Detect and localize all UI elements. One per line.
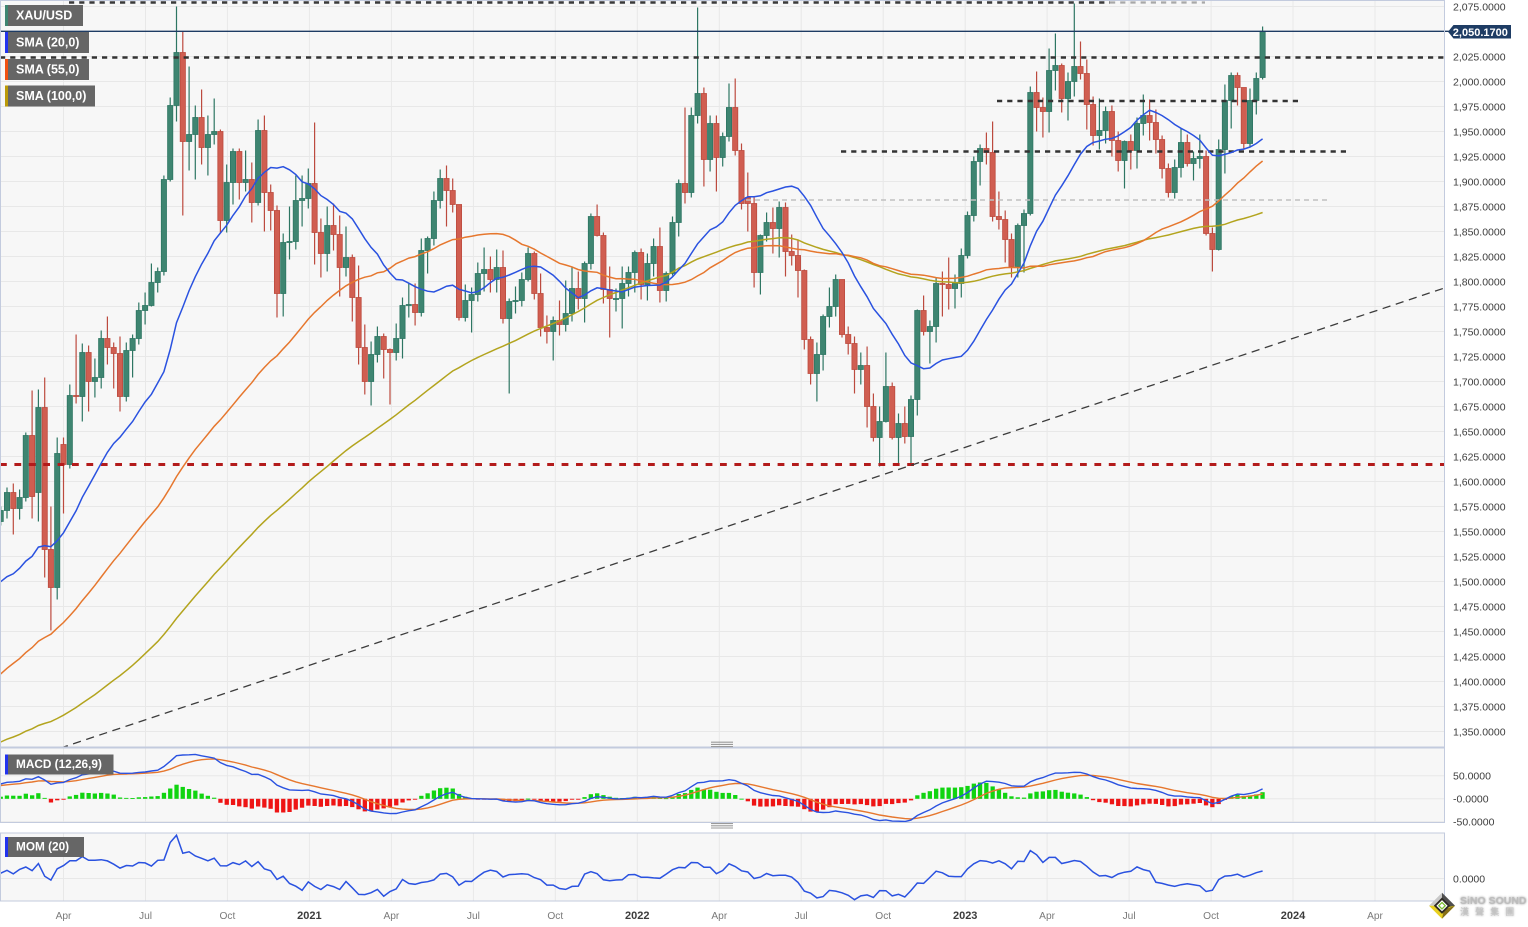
svg-text:SMA (20,0): SMA (20,0) — [16, 36, 79, 50]
svg-text:1,575.0000: 1,575.0000 — [1453, 501, 1506, 513]
svg-text:1,700.0000: 1,700.0000 — [1453, 376, 1506, 388]
svg-text:1,600.0000: 1,600.0000 — [1453, 476, 1506, 488]
svg-text:1,800.0000: 1,800.0000 — [1453, 276, 1506, 288]
svg-text:-50.0000: -50.0000 — [1453, 817, 1495, 829]
svg-text:1,625.0000: 1,625.0000 — [1453, 451, 1506, 463]
svg-text:1,650.0000: 1,650.0000 — [1453, 426, 1506, 438]
svg-text:1,525.0000: 1,525.0000 — [1453, 551, 1506, 563]
svg-text:2,050.1700: 2,050.1700 — [1453, 27, 1508, 39]
svg-text:1,500.0000: 1,500.0000 — [1453, 576, 1506, 588]
svg-text:1,925.0000: 1,925.0000 — [1453, 151, 1506, 163]
svg-text:2022: 2022 — [625, 910, 649, 922]
svg-text:1,900.0000: 1,900.0000 — [1453, 176, 1506, 188]
svg-text:-0.0000: -0.0000 — [1453, 794, 1489, 806]
svg-text:2,075.0000: 2,075.0000 — [1453, 1, 1506, 13]
svg-text:MOM (20): MOM (20) — [16, 840, 69, 854]
svg-text:2,000.0000: 2,000.0000 — [1453, 76, 1506, 88]
svg-text:SMA (100,0): SMA (100,0) — [16, 89, 86, 103]
svg-text:SiNO SOUND: SiNO SOUND — [1460, 895, 1527, 907]
svg-text:2024: 2024 — [1281, 910, 1306, 922]
svg-text:1,350.0000: 1,350.0000 — [1453, 726, 1506, 738]
svg-text:1,750.0000: 1,750.0000 — [1453, 326, 1506, 338]
svg-text:1,400.0000: 1,400.0000 — [1453, 676, 1506, 688]
svg-text:1,425.0000: 1,425.0000 — [1453, 651, 1506, 663]
svg-text:2021: 2021 — [297, 910, 321, 922]
svg-text:1,825.0000: 1,825.0000 — [1453, 251, 1506, 263]
svg-text:1,475.0000: 1,475.0000 — [1453, 601, 1506, 613]
svg-text:Apr: Apr — [1039, 911, 1055, 922]
svg-text:1,950.0000: 1,950.0000 — [1453, 126, 1506, 138]
svg-text:Apr: Apr — [56, 911, 72, 922]
svg-text:50.0000: 50.0000 — [1453, 771, 1491, 783]
svg-text:Apr: Apr — [1367, 911, 1383, 922]
svg-text:MACD (12,26,9): MACD (12,26,9) — [16, 757, 102, 771]
svg-text:Oct: Oct — [875, 911, 891, 922]
svg-text:1,775.0000: 1,775.0000 — [1453, 301, 1506, 313]
svg-text:0.0000: 0.0000 — [1453, 873, 1485, 885]
svg-text:Apr: Apr — [711, 911, 727, 922]
svg-text:1,675.0000: 1,675.0000 — [1453, 401, 1506, 413]
svg-text:1,875.0000: 1,875.0000 — [1453, 201, 1506, 213]
svg-text:1,725.0000: 1,725.0000 — [1453, 351, 1506, 363]
svg-text:2023: 2023 — [953, 910, 977, 922]
svg-text:1,375.0000: 1,375.0000 — [1453, 701, 1506, 713]
svg-text:漢聲集團: 漢聲集團 — [1460, 906, 1520, 917]
svg-text:Jul: Jul — [795, 911, 808, 922]
svg-text:1,975.0000: 1,975.0000 — [1453, 101, 1506, 113]
svg-text:Jul: Jul — [1123, 911, 1136, 922]
svg-text:Oct: Oct — [1203, 911, 1219, 922]
svg-text:1,450.0000: 1,450.0000 — [1453, 626, 1506, 638]
svg-text:Jul: Jul — [467, 911, 480, 922]
svg-text:SMA (55,0): SMA (55,0) — [16, 63, 79, 77]
svg-text:2,025.0000: 2,025.0000 — [1453, 51, 1506, 63]
svg-text:Apr: Apr — [383, 911, 399, 922]
svg-text:Jul: Jul — [139, 911, 152, 922]
svg-text:XAU/USD: XAU/USD — [16, 9, 72, 23]
svg-text:1,850.0000: 1,850.0000 — [1453, 226, 1506, 238]
svg-text:Oct: Oct — [547, 911, 563, 922]
svg-text:Oct: Oct — [219, 911, 235, 922]
svg-text:1,550.0000: 1,550.0000 — [1453, 526, 1506, 538]
